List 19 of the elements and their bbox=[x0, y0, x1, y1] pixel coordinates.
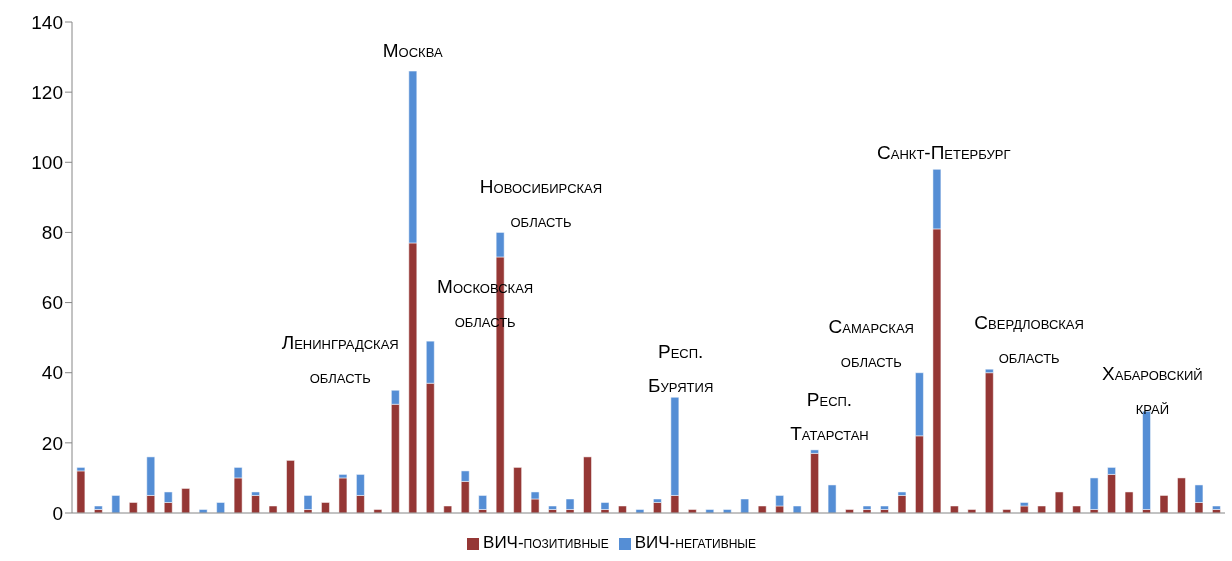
annotation: Ленинградская область bbox=[281, 332, 399, 388]
annotation: Респ. Бурятия bbox=[648, 341, 714, 397]
y-tick-label: 40 bbox=[41, 362, 63, 384]
annotation: Самарская область bbox=[828, 315, 914, 371]
annotation: Новосибирская область bbox=[479, 176, 603, 232]
y-tick-label: 80 bbox=[41, 222, 63, 244]
y-tick-label: 120 bbox=[31, 81, 63, 103]
annotation: Санкт-Петербург bbox=[877, 142, 1011, 164]
annotation: Свердловская область bbox=[974, 312, 1084, 368]
y-tick-label: 20 bbox=[41, 432, 63, 454]
annotation: Хабаровский край bbox=[1102, 363, 1203, 419]
annotation: Москва bbox=[382, 40, 443, 62]
y-tick-label: 140 bbox=[31, 11, 63, 33]
y-tick-label: 100 bbox=[31, 152, 63, 174]
legend-label: ВИЧ-позитивные bbox=[483, 533, 609, 552]
legend-label: ВИЧ-негативные bbox=[634, 533, 756, 552]
y-tick-label: 0 bbox=[52, 502, 63, 524]
y-tick-label: 60 bbox=[41, 292, 63, 314]
annotation: Респ. Татарстан bbox=[790, 388, 869, 444]
